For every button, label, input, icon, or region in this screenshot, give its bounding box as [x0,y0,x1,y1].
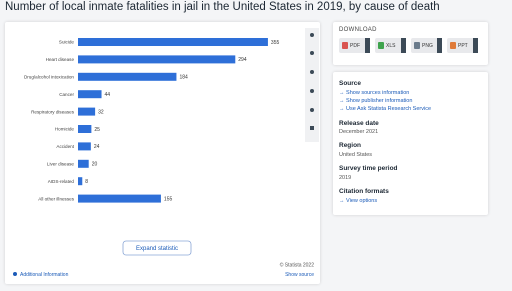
category-label: Suicide [59,40,75,45]
category-label: Heart disease [46,57,75,62]
cite-icon[interactable] [310,108,314,112]
category-label: Homicide [55,127,75,132]
show-source[interactable]: Show source [285,272,314,278]
bar [78,107,96,116]
bar [78,194,161,203]
region-heading: Region [339,142,362,149]
chart-title: Number of local inmate fatalities in jai… [5,1,440,13]
details-card: Source Show sources information Show pub… [333,72,488,215]
toolbar-bg [305,28,319,142]
expand-label[interactable]: Expand statistic [136,246,178,252]
format-icon [378,42,384,49]
share-icon[interactable] [310,89,314,93]
source-link[interactable]: Show publisher information [339,98,412,104]
release-date: December 2021 [339,129,379,135]
format-label: XLS [386,43,396,49]
bar [78,38,268,46]
bar [78,159,89,168]
value-label: 24 [94,144,100,150]
bar [78,55,236,64]
period-heading: Survey time period [339,165,398,172]
download-heading: DOWNLOAD [339,27,377,33]
period: 2019 [339,175,352,181]
category-label: Respiratory diseases [31,109,75,114]
category-label: Drug/alcohol intoxication [24,75,74,80]
value-label: 155 [164,196,173,202]
download-button[interactable]: PNG [411,38,442,53]
format-label: PPT [458,43,468,49]
bar [78,142,91,151]
category-label: Liver disease [47,162,75,167]
chart: Expand statistic © Statista 2022 Additio… [13,28,319,278]
settings-icon[interactable] [310,70,314,74]
source-heading: Source [339,80,362,87]
category-label: AIDS-related [48,179,75,184]
value-label: 355 [271,40,280,46]
value-label: 184 [179,75,188,81]
format-icon [342,42,348,49]
info-icon [13,272,17,276]
bar [78,177,83,186]
favorite-icon[interactable] [310,33,314,37]
release-heading: Release date [339,120,379,127]
toolbar [305,28,319,142]
bar [78,72,177,81]
format-icon [414,42,420,49]
download-button[interactable]: PDF [339,38,370,53]
expand-button[interactable] [122,240,192,256]
format-icon [450,42,456,49]
chart-card: Expand statistic © Statista 2022 Additio… [5,22,320,284]
download-card: DOWNLOAD PDF XLS PNG PPT [333,22,488,65]
format-menu[interactable] [473,38,478,53]
citation-link[interactable]: View options [339,198,377,204]
format-label: PNG [422,43,433,49]
format-menu[interactable] [437,38,442,53]
bar [78,125,92,133]
source-link[interactable]: Use Ask Statista Research Service [339,106,431,112]
region: United States [339,152,373,158]
bar [78,90,102,99]
format-menu[interactable] [401,38,406,53]
category-label: Accident [56,144,74,149]
format-menu[interactable] [365,38,370,53]
download-button[interactable]: XLS [375,38,406,53]
copyright: © Statista 2022 [280,261,314,268]
value-label: 294 [238,57,247,63]
alert-icon[interactable] [310,51,314,55]
additional-info[interactable]: Additional Information [20,272,69,278]
value-label: 44 [105,92,111,98]
value-label: 25 [94,127,100,133]
category-label: Cancer [59,92,74,97]
category-label: All other illnesses [38,196,74,201]
download-button[interactable]: PPT [447,38,478,53]
print-icon[interactable] [310,126,314,130]
value-label: 32 [98,109,104,115]
source-link[interactable]: Show sources information [339,90,409,96]
value-label: 20 [92,162,98,168]
value-label: 8 [85,179,88,185]
format-label: PDF [350,43,360,49]
citation-heading: Citation formats [339,188,389,195]
